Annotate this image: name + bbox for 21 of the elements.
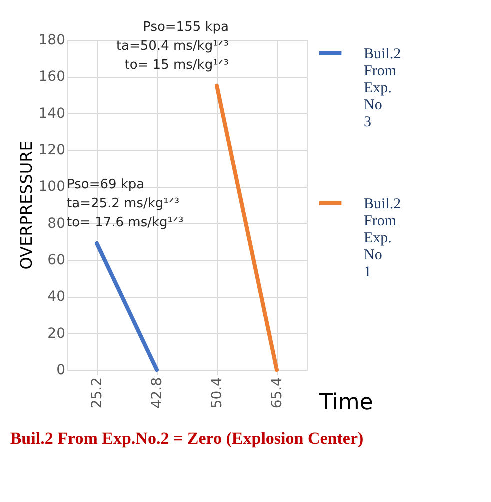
x-axis-title: Time — [318, 390, 374, 416]
x-tick-label: 65.4 — [270, 377, 286, 409]
y-tick-label: 120 — [38, 142, 66, 158]
legend-label: Buil.2 From Exp. No 3 — [364, 46, 402, 130]
y-tick-label: 160 — [38, 69, 66, 86]
annotation: Pso=155 kpa ta=50.4 ms/kg¹ᐟ³ to= 15 ms/kg¹ᐟ³ — [116, 20, 229, 73]
y-tick-label: 0 — [56, 362, 66, 378]
x-tick-label: 42.8 — [150, 378, 166, 409]
y-tick-label: 140 — [38, 106, 66, 122]
annotation: Pso=69 kpa ta=25.2 ms/kg¹ᐟ³ to= 17.6 ms/kg¹ᐟ³ — [67, 178, 184, 230]
x-tick-label: 25.2 — [90, 378, 106, 409]
y-tick-label: 80 — [48, 216, 66, 232]
text: Buil.2 From Exp.No.2 = Zero (Explosion Center) — [10, 429, 364, 448]
y-tick-label: 100 — [38, 179, 66, 196]
y-axis-title: OVERPRESSURE — [16, 141, 36, 270]
y-tick-label: 60 — [48, 252, 66, 268]
y-tick-label: 180 — [38, 32, 66, 48]
legend-label: Buil.2 From Exp. No 1 — [364, 196, 402, 280]
y-tick-label: 40 — [48, 289, 66, 306]
y-tick-label: 20 — [48, 326, 66, 342]
x-tick-label: 50.4 — [210, 377, 226, 409]
